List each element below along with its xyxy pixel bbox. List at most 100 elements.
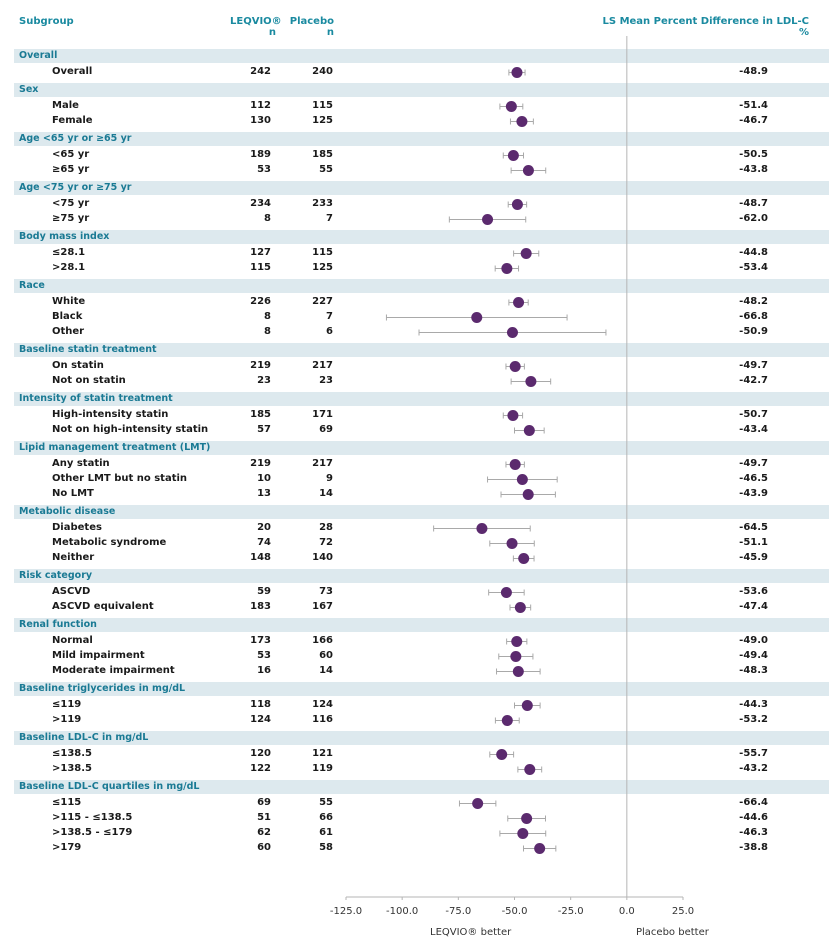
group-title: Renal function <box>19 619 97 630</box>
estimate-point <box>506 327 518 338</box>
leqvio-n-value: 69 <box>257 797 271 808</box>
leqvio-n-value: 23 <box>257 375 271 386</box>
x-tick-label: -25.0 <box>558 906 584 917</box>
subgroup-label: Diabetes <box>52 522 102 533</box>
estimate-point <box>520 248 532 259</box>
placebo-n-value: 119 <box>312 763 333 774</box>
subgroup-label: On statin <box>52 360 104 371</box>
ls-mean-value: -44.3 <box>739 699 768 710</box>
placebo-n-value: 55 <box>319 797 333 808</box>
ls-mean-value: -66.4 <box>739 797 768 808</box>
leqvio-n-value: 51 <box>257 812 271 823</box>
leqvio-n-value: 53 <box>257 164 271 175</box>
group-band <box>14 343 829 357</box>
ls-mean-value: -51.4 <box>739 100 768 111</box>
subgroup-label: ≤28.1 <box>52 247 86 258</box>
estimate-point <box>514 602 526 613</box>
subgroup-label: >138.5 <box>52 763 93 774</box>
placebo-n-value: 61 <box>319 827 333 838</box>
leqvio-n-value: 122 <box>250 763 271 774</box>
ls-mean-value: -50.7 <box>739 409 768 420</box>
subgroup-label: ≤115 <box>52 797 82 808</box>
ls-mean-value: -53.4 <box>739 262 768 273</box>
ls-mean-value: -53.2 <box>739 714 768 725</box>
leqvio-n-value: 8 <box>264 213 271 224</box>
placebo-n-label: n <box>326 27 334 38</box>
subgroup-label: Overall <box>52 66 93 77</box>
ls-mean-value: -48.2 <box>739 296 768 307</box>
leqvio-n-value: 16 <box>257 665 271 676</box>
estimate-point <box>507 150 519 161</box>
group-title: Intensity of statin treatment <box>19 393 173 404</box>
placebo-header-label: Placebo <box>289 16 334 27</box>
subgroup-label: Not on statin <box>52 375 126 386</box>
subgroup-label: ≤119 <box>52 699 82 710</box>
estimate-point <box>518 553 530 564</box>
x-tick-label: -100.0 <box>386 906 418 917</box>
ls-mean-value: -44.6 <box>739 812 768 823</box>
subgroup-label: Normal <box>52 635 93 646</box>
subgroup-label: ASCVD equivalent <box>52 601 154 612</box>
subgroup-label: ASCVD <box>52 586 91 597</box>
placebo-n-header: Placebo n <box>288 16 334 38</box>
subgroup-label: >28.1 <box>52 262 86 273</box>
subgroup-label: White <box>52 296 86 307</box>
placebo-n-value: 233 <box>312 198 333 209</box>
subgroup-label: Other <box>52 326 85 337</box>
ls-mean-value: -43.2 <box>739 763 768 774</box>
subgroup-label: <75 yr <box>52 198 90 209</box>
estimate-point <box>472 798 484 809</box>
leqvio-n-value: 219 <box>250 360 271 371</box>
ls-mean-value: -46.5 <box>739 473 768 484</box>
placebo-n-value: 116 <box>312 714 333 725</box>
lsmean-header: LS Mean Percent Difference in LDL-C % <box>603 16 809 38</box>
ls-mean-value: -49.7 <box>739 360 768 371</box>
estimate-point <box>521 700 533 711</box>
ls-mean-value: -45.9 <box>739 552 768 563</box>
placebo-n-value: 217 <box>312 360 333 371</box>
leqvio-n-value: 189 <box>250 149 271 160</box>
leqvio-n-value: 183 <box>250 601 271 612</box>
placebo-n-value: 6 <box>326 326 333 337</box>
group-title: Baseline triglycerides in mg/dL <box>19 683 186 694</box>
leqvio-n-value: 127 <box>250 247 271 258</box>
group-band <box>14 441 829 455</box>
ls-mean-value: -50.9 <box>739 326 768 337</box>
placebo-n-value: 69 <box>319 424 333 435</box>
ls-mean-value: -48.3 <box>739 665 768 676</box>
estimate-point <box>476 523 488 534</box>
leqvio-n-value: 20 <box>257 522 271 533</box>
leqvio-n-value: 148 <box>250 552 271 563</box>
subgroup-label: Moderate impairment <box>52 665 175 676</box>
ls-mean-value: -42.7 <box>739 375 768 386</box>
estimate-point <box>496 749 508 760</box>
estimate-point <box>522 489 534 500</box>
group-band <box>14 618 829 632</box>
ls-mean-value: -55.7 <box>739 748 768 759</box>
estimate-point <box>505 101 517 112</box>
group-title: Body mass index <box>19 231 110 242</box>
placebo-n-value: 66 <box>319 812 333 823</box>
leqvio-header-label: LEQVIO® <box>230 16 282 27</box>
leqvio-n-value: 13 <box>257 488 271 499</box>
ls-mean-value: -64.5 <box>739 522 768 533</box>
placebo-n-value: 115 <box>312 247 333 258</box>
x-tick-label: 25.0 <box>672 906 694 917</box>
estimate-point <box>500 587 512 598</box>
group-title: Lipid management treatment (LMT) <box>19 442 211 453</box>
estimate-point <box>507 410 519 421</box>
placebo-n-value: 125 <box>312 262 333 273</box>
subgroup-label: >119 <box>52 714 82 725</box>
leqvio-n-value: 124 <box>250 714 271 725</box>
leqvio-n-label: n <box>268 27 276 38</box>
x-tick-label: -125.0 <box>330 906 362 917</box>
estimate-point <box>510 651 522 662</box>
leqvio-n-value: 8 <box>264 326 271 337</box>
estimate-point <box>501 263 513 274</box>
estimate-point <box>511 636 523 647</box>
x-tick-label: 0.0 <box>619 906 635 917</box>
placebo-n-value: 9 <box>326 473 333 484</box>
placebo-n-value: 14 <box>319 665 333 676</box>
estimate-point <box>511 67 523 78</box>
